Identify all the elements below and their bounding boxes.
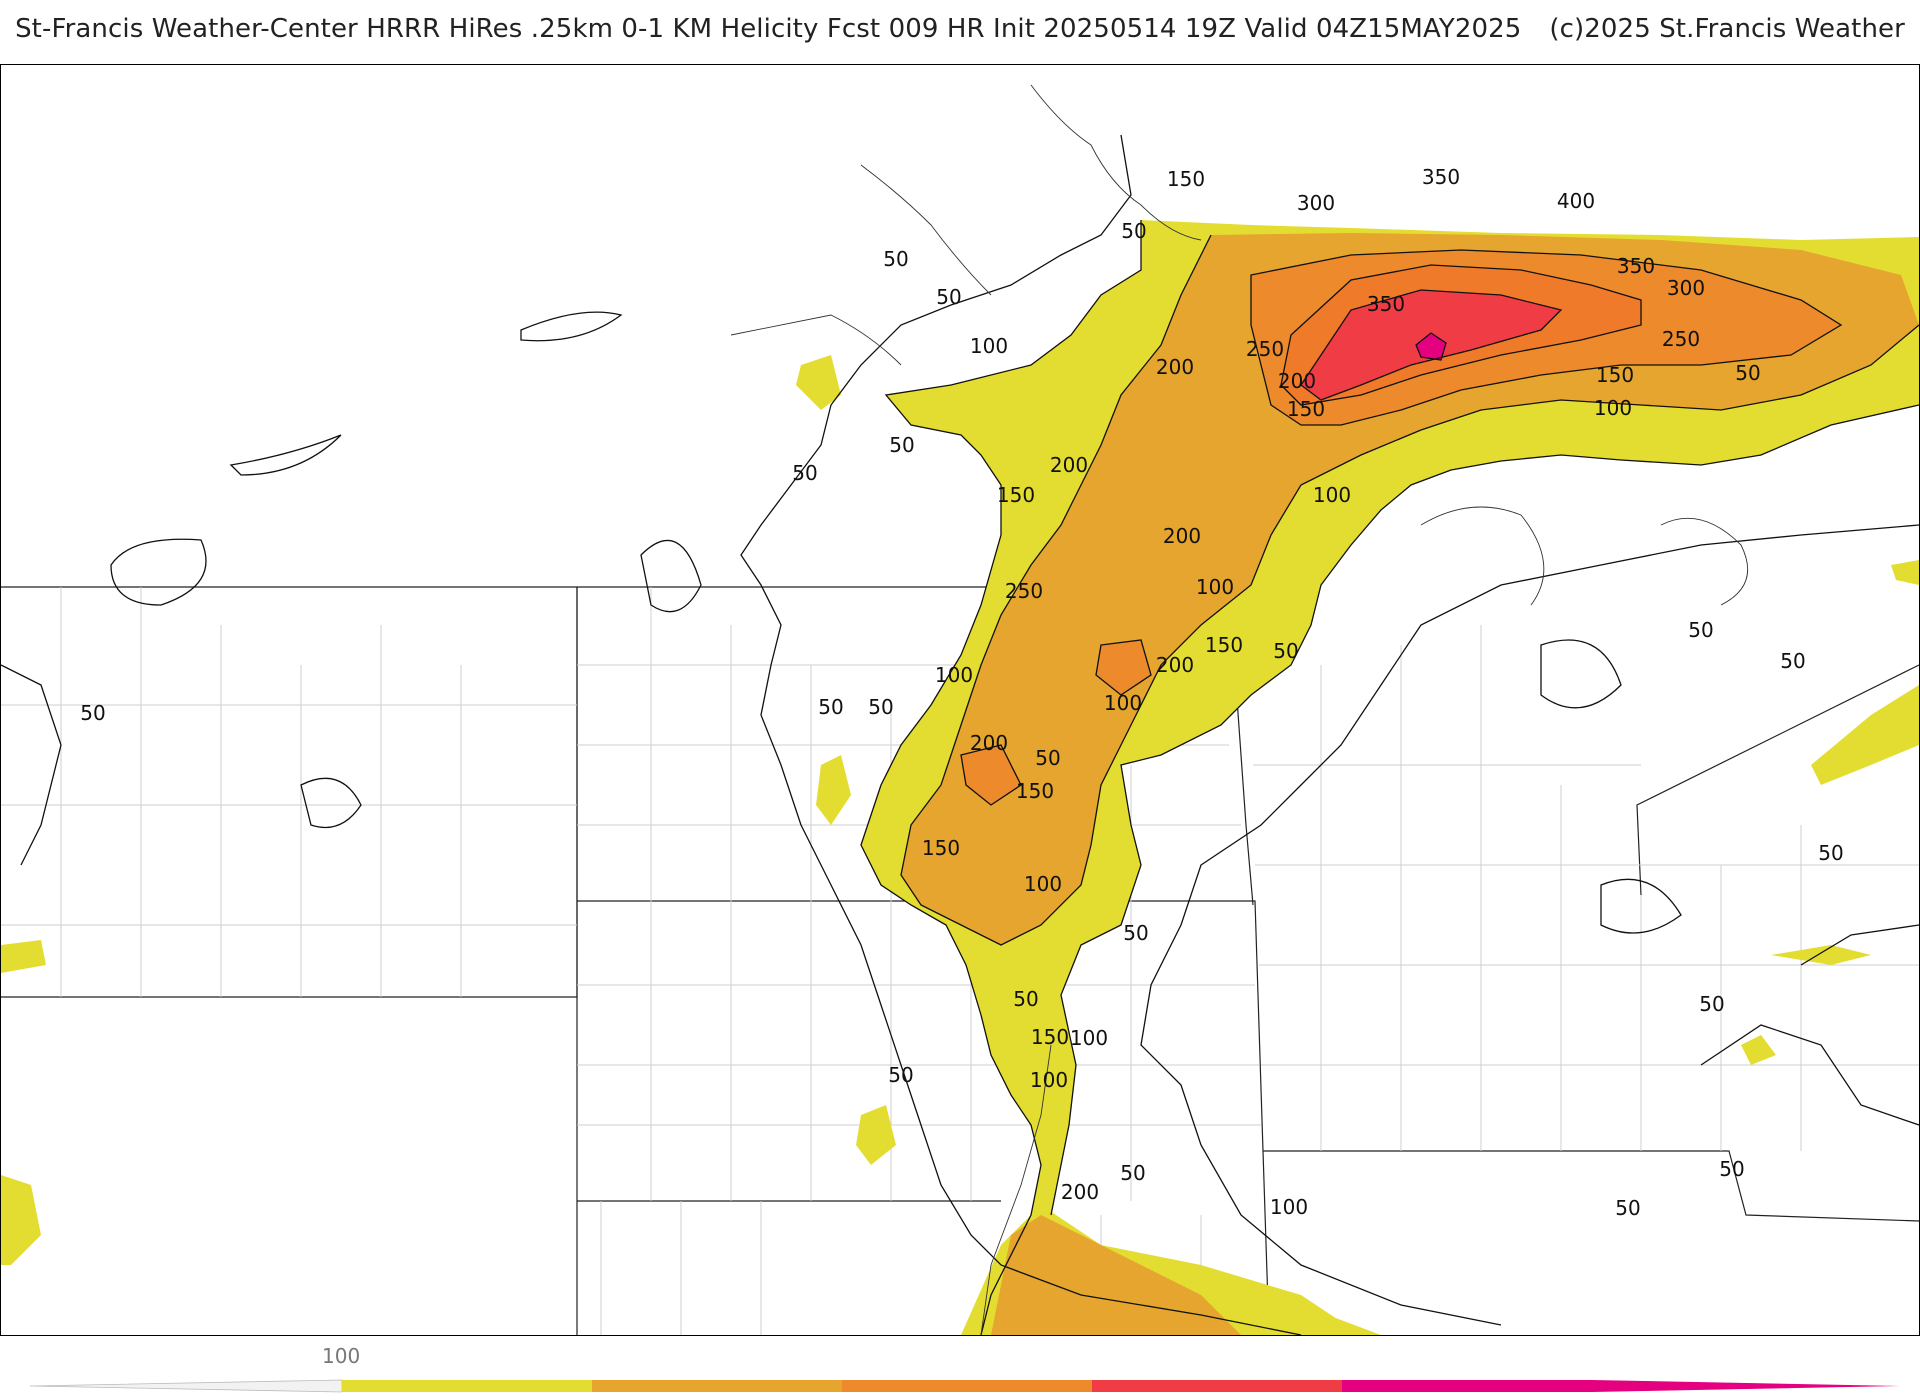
contour-label-150: 150 [997, 483, 1035, 507]
contour-label-150: 150 [1596, 363, 1634, 387]
contour-label-150: 150 [1205, 633, 1243, 657]
contour-label-50: 50 [889, 433, 914, 457]
contour-label-100: 100 [935, 663, 973, 687]
contour-label-50: 50 [1818, 841, 1843, 865]
helicity-fill-200 [901, 233, 1919, 1335]
contour-label-350: 350 [1422, 165, 1460, 189]
contour-label-150: 150 [922, 836, 960, 860]
colorbar-segment [592, 1380, 843, 1392]
contour-label-150: 150 [1031, 1025, 1069, 1049]
contour-label-50: 50 [792, 461, 817, 485]
contour-label-250: 250 [1246, 337, 1284, 361]
contour-label-50: 50 [1780, 649, 1805, 673]
contour-label-50: 50 [1688, 618, 1713, 642]
contour-label-50: 50 [868, 695, 893, 719]
contour-label-250: 250 [1005, 579, 1043, 603]
contour-label-200: 200 [1278, 369, 1316, 393]
contour-label-50: 50 [1121, 219, 1146, 243]
colorbar-segment [342, 1380, 593, 1392]
contour-label-50: 50 [1120, 1161, 1145, 1185]
contour-label-200: 200 [1163, 524, 1201, 548]
map-panel[interactable]: 150 50 350 300 400 50 50 350 300 350 100 200 250 200 1… [0, 64, 1920, 1336]
map-title: St-Francis Weather-Center HRRR HiRes .25… [0, 14, 1920, 44]
contour-label-100: 100 [1070, 1026, 1108, 1050]
contour-lines [1, 134, 1919, 1335]
contour-label-350: 350 [1367, 292, 1405, 316]
colorbar-segments [342, 1380, 1593, 1392]
colorbar [30, 1379, 1900, 1393]
contour-label-200: 200 [1050, 453, 1088, 477]
contour-label-50: 50 [1615, 1196, 1640, 1220]
contour-label-50: 50 [1735, 361, 1760, 385]
helicity-map: 150 50 350 300 400 50 50 350 300 350 100 200 250 200 1… [1, 84, 1919, 1335]
colorbar-low-taper [30, 1379, 343, 1393]
contour-label-50: 50 [818, 695, 843, 719]
contour-label-400: 400 [1557, 189, 1595, 213]
contour-label-200: 200 [1061, 1180, 1099, 1204]
contour-label-50: 50 [1273, 639, 1298, 663]
title-main: St-Francis Weather-Center HRRR HiRes .25… [15, 14, 1522, 44]
contour-label-50: 50 [1035, 746, 1060, 770]
contour-label-100: 100 [1030, 1068, 1068, 1092]
contour-label-150: 150 [1016, 779, 1054, 803]
contour-label-200: 200 [1156, 653, 1194, 677]
contour-label-50: 50 [936, 285, 961, 309]
colorbar-segment [1342, 1380, 1593, 1392]
contour-label-50: 50 [888, 1063, 913, 1087]
contour-label-100: 100 [1313, 483, 1351, 507]
contour-label-100: 100 [1104, 691, 1142, 715]
contour-label-150: 150 [1167, 167, 1205, 191]
county-lines [1, 587, 1919, 1335]
contour-label-100: 100 [1270, 1195, 1308, 1219]
contour-label-200: 200 [1156, 355, 1194, 379]
contour-label-50: 50 [1699, 992, 1724, 1016]
geographic-outlines [730, 84, 1749, 1335]
contour-label-250: 250 [1662, 327, 1700, 351]
contour-label-50: 50 [1013, 987, 1038, 1011]
contour-label-150: 150 [1287, 397, 1325, 421]
contour-label-100: 100 [1594, 396, 1632, 420]
contour-label-100: 100 [1196, 575, 1234, 599]
contour-label-50: 50 [80, 701, 105, 725]
contour-label-50: 50 [1123, 921, 1148, 945]
title-credit: (c)2025 St.Francis Weather [1549, 14, 1905, 44]
colorbar-segment [1092, 1380, 1343, 1392]
contour-label-50: 50 [1719, 1157, 1744, 1181]
contour-label-50: 50 [883, 247, 908, 271]
colorbar-tick-label: 100 [322, 1344, 361, 1368]
contour-label-200: 200 [970, 731, 1008, 755]
contour-labels: 150 50 350 300 400 50 50 350 300 350 100 200 250 200 1… [80, 165, 1843, 1220]
contour-label-300: 300 [1297, 191, 1335, 215]
colorbar-segment [842, 1380, 1093, 1392]
colorbar-high-taper [1592, 1380, 1900, 1392]
contour-label-100: 100 [1024, 872, 1062, 896]
contour-label-350: 350 [1617, 254, 1655, 278]
contour-label-100: 100 [970, 334, 1008, 358]
contour-label-300: 300 [1667, 276, 1705, 300]
